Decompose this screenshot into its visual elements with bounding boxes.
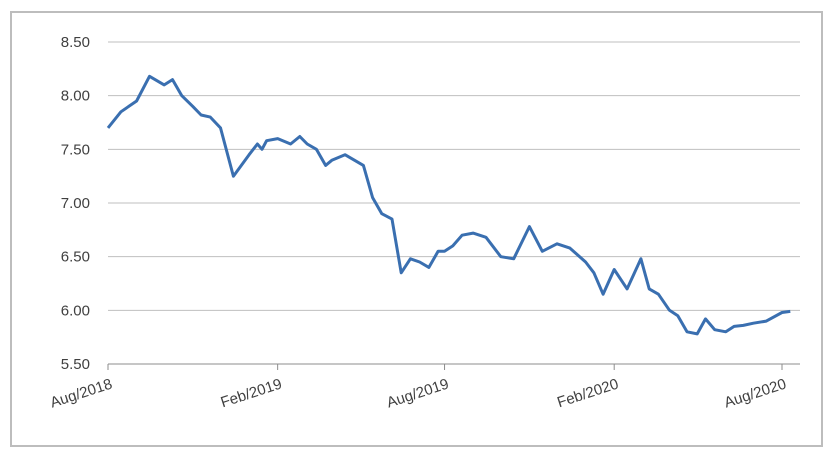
y-tick-label: 8.50 — [61, 34, 90, 51]
x-tick-label: Aug/2020 — [722, 376, 788, 412]
gridlines — [108, 41, 800, 365]
y-axis-tick-labels: 8.50 8.00 7.50 7.00 6.50 6.00 5.50 — [61, 34, 90, 373]
x-axis — [107, 363, 800, 370]
series-line — [106, 74, 791, 336]
x-axis-tick-labels: Aug/2018 Feb/2019 Aug/2019 Feb/2020 Aug/2020 — [48, 376, 788, 412]
y-tick-label: 6.00 — [61, 302, 90, 319]
y-tick-label: 5.50 — [61, 356, 90, 373]
x-tick-label: Aug/2018 — [48, 376, 114, 412]
y-tick-label: 6.50 — [61, 249, 90, 266]
y-tick-label: 8.00 — [61, 88, 90, 105]
x-tick-label: Feb/2020 — [555, 376, 621, 412]
x-tick-label: Aug/2019 — [385, 376, 451, 412]
y-tick-label: 7.00 — [61, 195, 90, 212]
x-tick-label: Feb/2019 — [219, 376, 285, 412]
y-tick-label: 7.50 — [61, 141, 90, 158]
